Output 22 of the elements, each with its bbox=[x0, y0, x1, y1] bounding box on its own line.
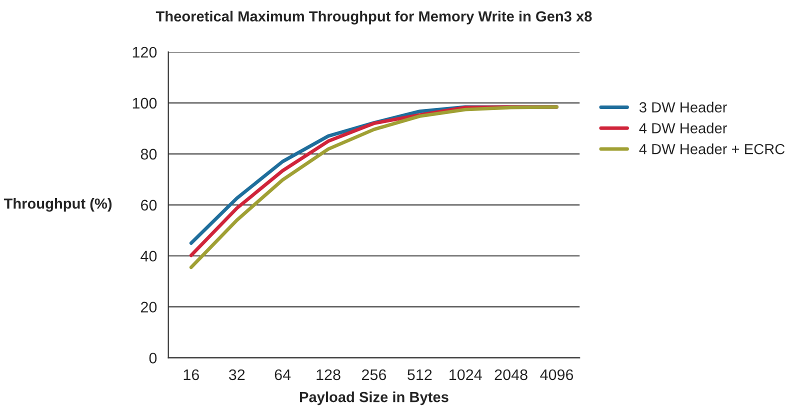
x-tick-label: 64 bbox=[274, 369, 291, 380]
legend-label: 3 DW Header bbox=[639, 102, 727, 112]
y-tick-label: 100 bbox=[132, 98, 157, 109]
y-tick-label: 80 bbox=[140, 148, 157, 160]
x-tick-label: 4096 bbox=[540, 369, 574, 380]
y-tick-label: 0 bbox=[149, 352, 157, 364]
x-axis-title: Payload Size in Bytes bbox=[300, 392, 448, 406]
x-tick-label: 128 bbox=[316, 369, 340, 380]
x-tick-label: 1024 bbox=[450, 369, 482, 380]
y-tick-label: 40 bbox=[140, 250, 157, 262]
x-tick-label: 256 bbox=[362, 369, 386, 380]
x-tick-label: 2048 bbox=[494, 369, 528, 380]
x-tick-label: 16 bbox=[184, 369, 200, 380]
legend-label: 4 DW Header + ECRC bbox=[639, 144, 785, 154]
y-tick-label: 120 bbox=[132, 46, 157, 58]
y-axis-title: Throughput (%) bbox=[4, 198, 112, 212]
chart-title: Theoretical Maximum Throughput for Memory Write in Gen3 x8 bbox=[156, 10, 592, 24]
x-tick-label: 32 bbox=[228, 369, 245, 380]
y-tick-label: 20 bbox=[140, 302, 157, 313]
x-tick-label: 512 bbox=[408, 369, 432, 380]
y-tick-label: 60 bbox=[141, 200, 157, 211]
legend-label: 4 DW Header bbox=[639, 122, 727, 134]
